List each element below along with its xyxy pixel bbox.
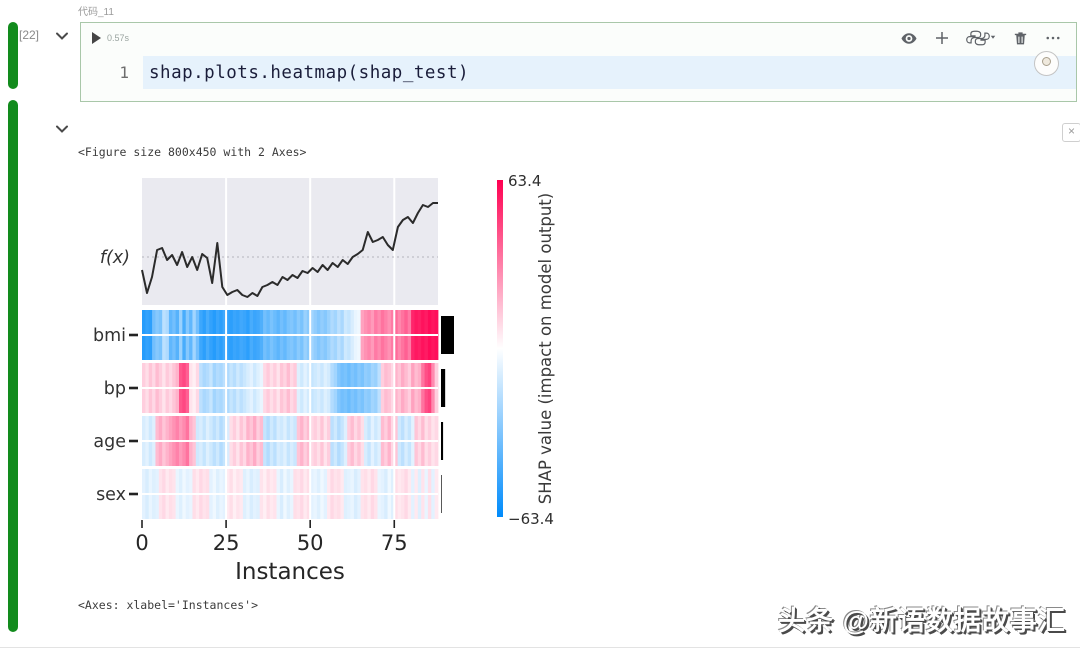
more-actions-icon[interactable] [1044, 29, 1062, 47]
visibility-icon[interactable] [900, 29, 918, 47]
fx-panel [142, 178, 438, 305]
colorbar [497, 180, 503, 517]
cell-toolbar: 0.57s [81, 23, 1076, 53]
x-tick-label: 50 [297, 531, 324, 555]
x-tick-label: 25 [213, 531, 240, 555]
code-editor-row: 1 shap.plots.heatmap(shap_test) [81, 56, 1076, 89]
importance-bar-bp [441, 369, 446, 407]
importance-bar-age [441, 422, 444, 460]
axes-repr-text: <Axes: xlabel='Instances'> [78, 598, 259, 612]
shap-heatmap-svg: bmi bp age sex 0 25 50 75 Instances f(x) 63.4 −63.4… [93, 172, 555, 585]
python-interpreter-selector-icon[interactable] [966, 29, 996, 47]
shap-heatmap-figure: bmi bp age sex 0 25 50 75 Instances f(x) 63.4 −63.4… [80, 160, 580, 592]
delete-cell-icon[interactable] [1011, 29, 1029, 47]
run-cell-button[interactable] [92, 32, 101, 44]
feature-label-bp: bp [104, 379, 126, 399]
colorbar-max-label: 63.4 [508, 172, 541, 190]
fx-line [141, 202, 438, 298]
x-tick-label: 75 [381, 531, 408, 555]
code-cell: 0.57s [80, 22, 1077, 102]
watermark-text: 头条 @新语数据故事汇 [778, 606, 1066, 636]
code-text: shap.plots.heatmap(shap_test) [149, 62, 470, 83]
colorbar-axis-label: SHAP value (impact on model output) [536, 193, 555, 504]
fx-axis-label: f(x) [100, 248, 130, 268]
cell-runtime: 0.57s [107, 33, 130, 43]
output-selection-bar[interactable] [8, 100, 18, 632]
importance-bar-bmi [441, 316, 454, 354]
output-collapse-chevron-icon[interactable] [54, 121, 70, 137]
x-tick-label: 0 [135, 531, 148, 555]
cell-selection-bar[interactable] [8, 22, 18, 89]
line-number: 1 [119, 63, 129, 82]
execution-count: [22] [19, 28, 40, 42]
colorbar-min-label: −63.4 [508, 510, 554, 528]
cell-toolbar-actions [900, 29, 1076, 47]
feature-label-sex: sex [96, 485, 126, 505]
cell-collapse-chevron-icon[interactable] [54, 28, 70, 44]
importance-bar-sex [441, 475, 442, 513]
x-axis-label: Instances [235, 559, 345, 585]
add-cell-icon[interactable] [933, 29, 951, 47]
code-editor-line[interactable]: shap.plots.heatmap(shap_test) [143, 56, 1076, 89]
inline-assistant-icon[interactable] [1034, 51, 1059, 76]
feature-label-bmi: bmi [93, 326, 126, 346]
close-output-button[interactable]: × [1062, 123, 1080, 142]
figure-repr-text: <Figure size 800x450 with 2 Axes> [78, 145, 307, 159]
cell-title: 代码_11 [78, 7, 114, 18]
feature-label-age: age [93, 432, 126, 452]
